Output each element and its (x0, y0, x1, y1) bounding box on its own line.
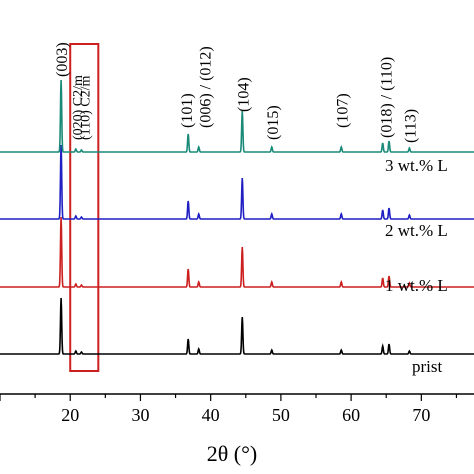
x-tick-label-60: 60 (342, 405, 360, 425)
series-label-3: 3 wt.% L (385, 156, 448, 175)
x-tick-label-30: 30 (131, 405, 149, 425)
series-label-1: 1 wt.% L (385, 276, 448, 295)
peak-annotation-9: (110) C2/m (79, 75, 94, 140)
peak-annotation-6: (018) / (110) (379, 57, 396, 138)
series-line-0 (0, 297, 474, 355)
peak-annotation-7: (113) (402, 109, 419, 143)
peak-annotation-0: (003) (54, 42, 71, 77)
series-label-2: 2 wt.% L (385, 221, 448, 240)
peak-annotation-3: (104) (235, 77, 252, 112)
x-tick-label-50: 50 (272, 405, 290, 425)
x-tick-label-20: 20 (61, 405, 79, 425)
peak-annotation-2: (006) / (012) (198, 46, 215, 128)
x-tick-label-40: 40 (202, 405, 220, 425)
x-axis-title: 2θ (°) (207, 441, 258, 466)
series-line-3 (0, 79, 474, 153)
series-label-0: prist (412, 357, 443, 376)
series-line-1 (0, 216, 474, 288)
peak-annotation-5: (107) (334, 93, 351, 128)
series-line-2 (0, 144, 474, 220)
peak-annotation-4: (015) (265, 105, 282, 140)
peak-annotation-8: (020) C2/m (71, 75, 86, 140)
highlight-box (69, 43, 100, 372)
peak-annotation-1: (101) (179, 93, 196, 128)
x-tick-label-70: 70 (412, 405, 430, 425)
